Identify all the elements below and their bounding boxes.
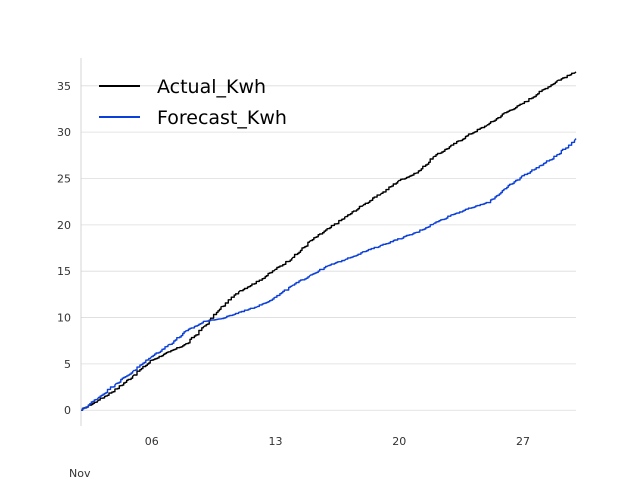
x-tick-label: 27 — [516, 435, 530, 448]
y-tick-label: 15 — [57, 265, 71, 278]
series-line-actual-kwh — [81, 71, 577, 411]
y-tick-label: 35 — [57, 80, 71, 93]
series-line-forecast-kwh — [81, 138, 577, 411]
series-layer — [81, 71, 577, 411]
y-tick-label: 20 — [57, 219, 71, 232]
y-tick-label: 10 — [57, 312, 71, 325]
y-tick-label: 30 — [57, 126, 71, 139]
legend-label: Forecast_Kwh — [157, 107, 287, 129]
legend-label: Actual_Kwh — [157, 76, 266, 98]
y-tick-label: 25 — [57, 173, 71, 186]
legend: Actual_Kwh Forecast_Kwh — [99, 76, 287, 129]
y-tick-label: 0 — [64, 404, 71, 417]
x-tick-label: 20 — [392, 435, 406, 448]
x-tick-label: 06 — [145, 435, 159, 448]
y-tick-label: 5 — [64, 358, 71, 371]
x-month-label: Nov — [69, 467, 91, 480]
x-tick-label: 13 — [268, 435, 282, 448]
axis-layer: 0 5 10 15 20 25 30 35 06 13 20 27 Nov — [57, 58, 530, 480]
grid-layer — [81, 85, 576, 411]
